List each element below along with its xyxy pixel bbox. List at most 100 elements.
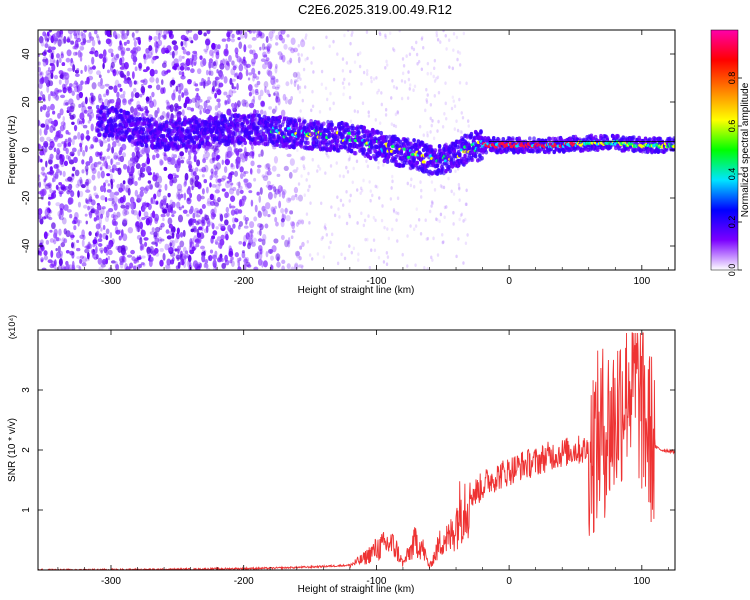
heatmap-cell <box>276 261 281 268</box>
heatmap-cell <box>291 229 296 233</box>
heatmap-cell <box>79 234 85 240</box>
heatmap-cell <box>392 209 396 214</box>
heatmap-cell <box>430 200 434 204</box>
heatmap-cell <box>230 38 235 43</box>
heatmap-cell <box>83 30 87 33</box>
heatmap-cell <box>90 209 95 214</box>
heatmap-cell <box>274 120 278 125</box>
heatmap-cell <box>375 144 379 150</box>
heatmap-cell <box>305 178 308 182</box>
heatmap-cell <box>256 125 260 130</box>
heatmap-cell <box>237 259 241 268</box>
heatmap-cell <box>89 66 93 70</box>
heatmap-cell <box>392 85 396 89</box>
heatmap-cell <box>129 262 134 269</box>
heatmap-cell <box>278 190 282 198</box>
heatmap-cell <box>293 80 297 88</box>
heatmap-cell <box>46 37 50 42</box>
heatmap-cell <box>60 242 66 248</box>
heatmap-cell <box>285 81 290 87</box>
heatmap-cell <box>257 210 262 216</box>
heatmap-cell <box>415 207 418 211</box>
heatmap-cell <box>312 46 315 50</box>
heatmap-cell <box>333 213 337 218</box>
heatmap-cell <box>213 164 217 170</box>
heatmap-cell <box>69 151 75 157</box>
heatmap-cell <box>211 86 215 93</box>
heatmap-cell <box>215 241 219 245</box>
heatmap-cell <box>236 188 240 196</box>
heatmap-cell <box>97 257 103 265</box>
heatmap-cell <box>69 83 73 88</box>
heatmap-cell <box>254 88 259 94</box>
heatmap-cell <box>168 202 172 210</box>
heatmap-cell <box>221 175 227 181</box>
heatmap-cell <box>120 245 125 251</box>
heatmap-cell <box>100 126 104 132</box>
heatmap-cell <box>40 105 43 112</box>
heatmap-cell <box>243 225 249 229</box>
heatmap-cell <box>196 95 201 101</box>
heatmap-cell <box>181 258 185 266</box>
heatmap-cell <box>38 82 43 90</box>
heatmap-cell <box>436 38 440 42</box>
heatmap-cell <box>297 43 300 48</box>
heatmap-cell <box>301 155 306 161</box>
heatmap-cell <box>267 213 271 218</box>
heatmap-cell <box>77 190 80 198</box>
heatmap-cell <box>104 83 110 87</box>
heatmap-cell <box>147 51 153 59</box>
heatmap-cell <box>274 216 278 223</box>
heatmap-cell <box>231 60 235 66</box>
heatmap-cell <box>135 80 139 85</box>
heatmap-cell <box>295 71 301 80</box>
heatmap-cell <box>55 237 60 242</box>
heatmap-cell <box>284 143 289 148</box>
heatmap-cell <box>219 242 223 250</box>
heatmap-cell <box>143 120 148 126</box>
heatmap-cell <box>67 86 73 94</box>
heatmap-cell <box>199 208 203 215</box>
heatmap-cell <box>91 174 96 181</box>
heatmap-cell <box>43 250 48 256</box>
heatmap-cell <box>252 30 257 34</box>
heatmap-cell <box>480 155 484 161</box>
heatmap-cell <box>54 94 60 101</box>
heatmap-cell <box>281 37 286 44</box>
heatmap-cell <box>78 120 83 125</box>
heatmap-cell <box>276 173 281 178</box>
heatmap-cell <box>154 237 160 243</box>
heatmap-cell <box>179 231 184 238</box>
heatmap-cell <box>97 170 101 179</box>
heatmap-cell <box>38 96 42 101</box>
heatmap-cell <box>43 76 48 84</box>
heatmap-cell <box>343 77 346 82</box>
heatmap-cell <box>201 174 205 178</box>
heatmap-cell <box>304 57 307 62</box>
heatmap-cell <box>299 144 304 149</box>
heatmap-cell <box>214 105 219 111</box>
heatmap-cell <box>173 63 178 71</box>
heatmap-cell <box>295 196 299 201</box>
heatmap-cell <box>233 170 239 177</box>
heatmap-cell <box>216 89 222 96</box>
heatmap-cell <box>98 222 102 229</box>
heatmap-cell <box>396 111 400 115</box>
heatmap-cell <box>458 185 461 190</box>
heatmap-cell <box>264 86 267 93</box>
heatmap-cell <box>275 221 279 227</box>
heatmap-cell <box>138 116 142 122</box>
heatmap-cell <box>259 223 264 231</box>
heatmap-cell <box>98 53 104 59</box>
heatmap-cell <box>269 184 274 190</box>
heatmap-cell <box>363 133 368 139</box>
heatmap-cell <box>69 106 73 113</box>
heatmap-cell <box>79 52 83 57</box>
heatmap-cell <box>140 142 145 148</box>
heatmap-cell <box>134 66 138 72</box>
heatmap-cell <box>164 49 170 54</box>
heatmap-cell <box>173 44 179 51</box>
heatmap-cell <box>238 148 243 153</box>
heatmap-cell <box>149 68 155 77</box>
heatmap-cell <box>119 94 126 99</box>
